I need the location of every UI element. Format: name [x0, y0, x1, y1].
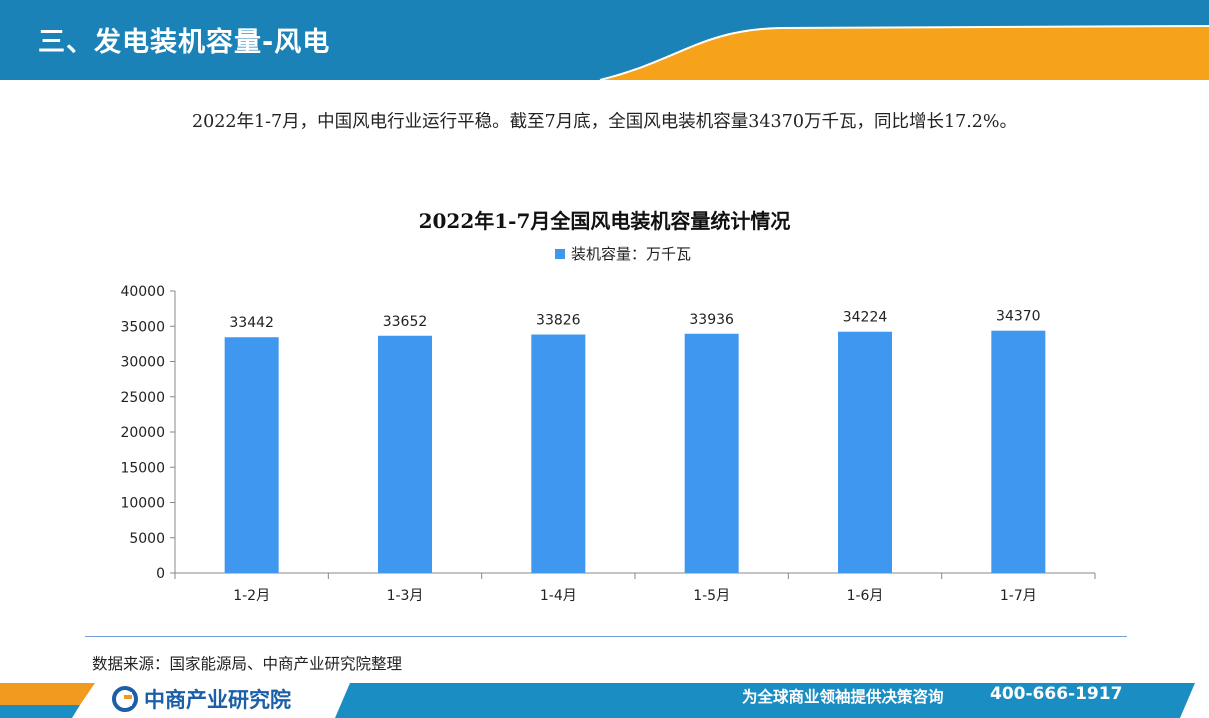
y-tick-label: 40000	[120, 284, 165, 300]
footer-banner	[0, 683, 1209, 718]
summary-text: 2022年1-7月，中国风电行业运行平稳。截至7月底，全国风电装机容量34370…	[191, 112, 1018, 132]
y-tick-label: 10000	[120, 496, 165, 512]
chart-legend: 装机容量：万千瓦	[555, 243, 691, 264]
bar	[991, 330, 1046, 573]
footer-phone: 400-666-1917	[990, 684, 1123, 704]
x-tick-label: 1-4月	[540, 588, 577, 604]
header-background	[0, 0, 1209, 80]
bar	[224, 337, 279, 573]
data-label: 34370	[996, 309, 1041, 325]
x-tick-label: 1-2月	[233, 588, 270, 604]
bar	[378, 335, 432, 573]
bar	[684, 333, 739, 573]
data-label: 33652	[383, 314, 428, 330]
x-tick-label: 1-7月	[1000, 588, 1037, 604]
y-tick-label: 15000	[120, 460, 165, 476]
y-tick-label: 0	[156, 566, 165, 582]
bar	[838, 331, 892, 573]
divider-line	[85, 636, 1127, 637]
legend-swatch	[555, 248, 565, 259]
legend-label: 装机容量：万千瓦	[571, 245, 692, 263]
bar	[531, 334, 586, 573]
company-logo: 中商产业研究院	[112, 684, 291, 714]
data-label: 33936	[689, 312, 734, 328]
x-tick-label: 1-5月	[693, 588, 730, 604]
y-tick-label: 5000	[129, 531, 165, 547]
section-title: 三、发电装机容量-风电	[38, 27, 331, 58]
logo-text: 中商产业研究院	[144, 688, 291, 712]
x-tick-label: 1-6月	[847, 588, 884, 604]
bar-chart: 0 5000 10000 15000 20000 25000 30000 35000 40000…	[120, 284, 1096, 604]
footer-slogan: 为全球商业领袖提供决策咨询	[742, 688, 944, 706]
data-label: 33826	[536, 313, 581, 329]
header-banner: 三、发电装机容量-风电	[0, 0, 1209, 80]
y-tick-label: 25000	[120, 390, 165, 406]
y-tick-label: 30000	[120, 355, 165, 371]
x-tick-label: 1-3月	[387, 588, 424, 604]
y-tick-label: 35000	[120, 319, 165, 335]
y-tick-label: 20000	[120, 425, 165, 441]
footer-background	[0, 683, 1195, 718]
data-label: 34224	[843, 310, 888, 326]
chart-title: 2022年1-7月全国风电装机容量统计情况	[418, 209, 791, 233]
logo-icon	[112, 686, 138, 712]
data-source: 数据来源：国家能源局、中商产业研究院整理	[92, 655, 403, 673]
data-label: 33442	[229, 315, 274, 331]
